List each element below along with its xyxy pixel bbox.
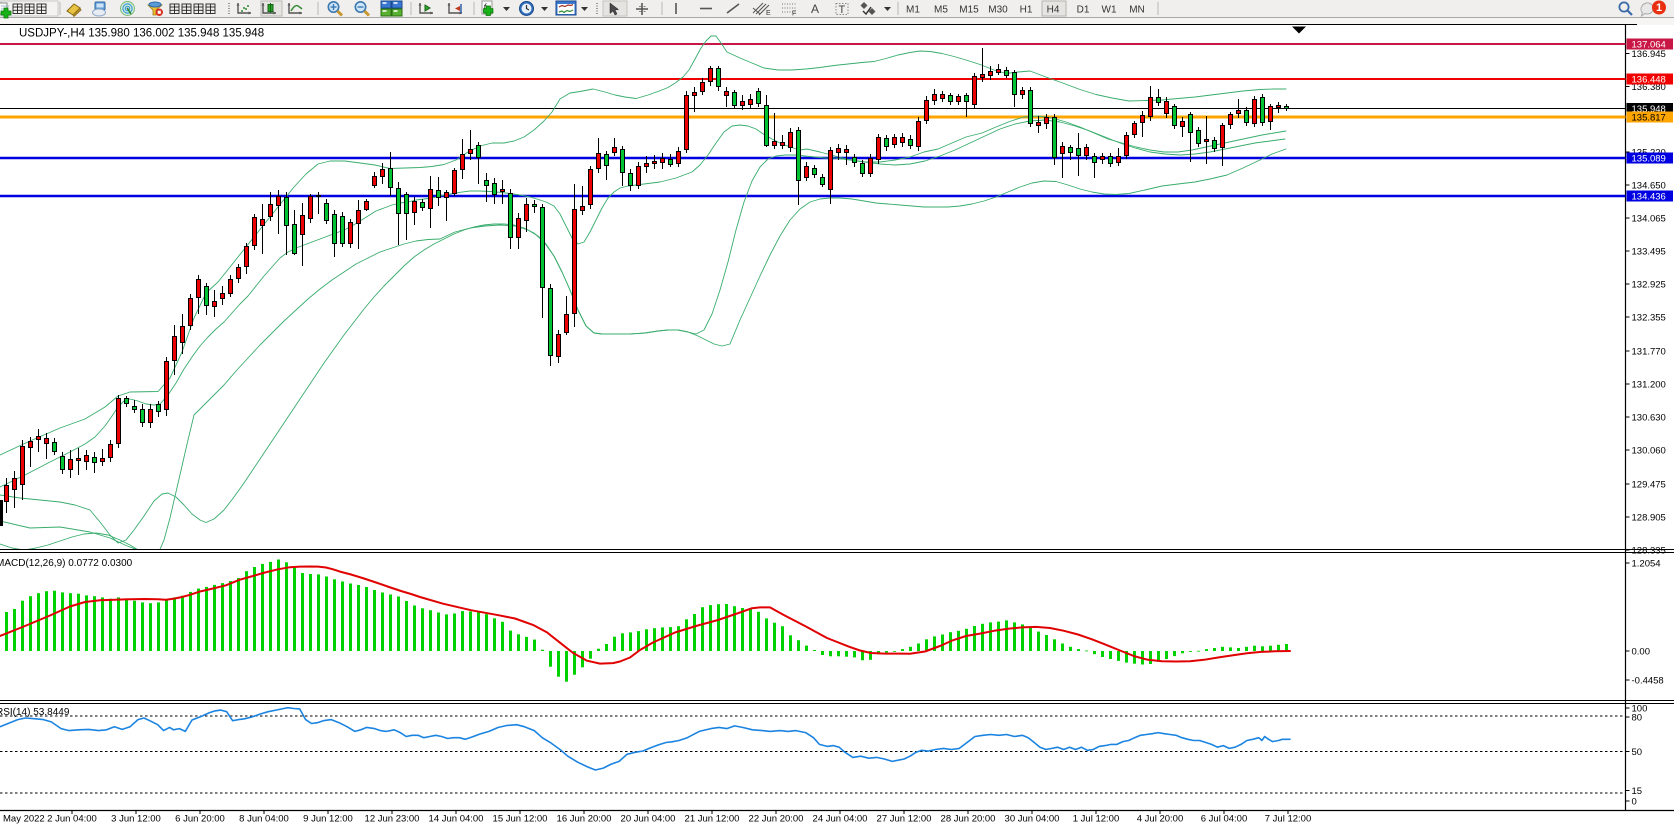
svg-text:131.200: 131.200 xyxy=(1632,380,1666,391)
svg-text:136.945: 136.945 xyxy=(1632,49,1666,60)
svg-text:6 Jul 04:00: 6 Jul 04:00 xyxy=(1201,814,1247,825)
svg-text:M5: M5 xyxy=(934,5,948,16)
svg-text:132.355: 132.355 xyxy=(1632,313,1666,324)
svg-text:May 2022: May 2022 xyxy=(3,814,45,825)
svg-text:f: f xyxy=(484,2,488,12)
svg-text:50: 50 xyxy=(1632,747,1643,758)
svg-text:135.817: 135.817 xyxy=(1632,113,1666,124)
svg-text:14 Jun 04:00: 14 Jun 04:00 xyxy=(429,814,484,825)
svg-text:130.060: 130.060 xyxy=(1632,446,1666,457)
svg-text:134.065: 134.065 xyxy=(1632,214,1666,225)
svg-text:H4: H4 xyxy=(1047,5,1060,16)
svg-text:0.00: 0.00 xyxy=(1632,647,1651,658)
svg-text:F: F xyxy=(792,11,796,18)
svg-text:132.925: 132.925 xyxy=(1632,280,1666,291)
svg-text:136.380: 136.380 xyxy=(1632,82,1666,93)
svg-text:H1: H1 xyxy=(1020,5,1033,16)
svg-text:12 Jun 23:00: 12 Jun 23:00 xyxy=(365,814,420,825)
svg-text:T: T xyxy=(839,4,846,16)
svg-text:135.089: 135.089 xyxy=(1632,154,1666,165)
svg-text:22 Jun 20:00: 22 Jun 20:00 xyxy=(749,814,804,825)
svg-text:MACD(12,26,9) 0.0772 0.0300: MACD(12,26,9) 0.0772 0.0300 xyxy=(0,558,133,569)
svg-text:M30: M30 xyxy=(988,5,1008,16)
svg-text:4 Jul 20:00: 4 Jul 20:00 xyxy=(1137,814,1183,825)
svg-text:7 Jul 12:00: 7 Jul 12:00 xyxy=(1265,814,1311,825)
svg-text:USDJPY-,H4 135.980 136.002 13: USDJPY-,H4 135.980 136.002 135.948 135.9… xyxy=(19,28,264,40)
svg-text:131.770: 131.770 xyxy=(1632,347,1666,358)
svg-text:21 Jun 12:00: 21 Jun 12:00 xyxy=(685,814,740,825)
svg-text:15: 15 xyxy=(1632,786,1643,797)
svg-text:133.495: 133.495 xyxy=(1632,247,1666,258)
svg-text:-0.4458: -0.4458 xyxy=(1632,676,1664,687)
svg-text:MN: MN xyxy=(1129,5,1145,16)
svg-text:136.448: 136.448 xyxy=(1632,75,1666,86)
svg-text:1 Jul 12:00: 1 Jul 12:00 xyxy=(1073,814,1119,825)
svg-text:15 Jun 12:00: 15 Jun 12:00 xyxy=(493,814,548,825)
svg-text:128.335: 128.335 xyxy=(1632,546,1666,557)
svg-text:135.948: 135.948 xyxy=(1632,104,1666,115)
svg-text:E: E xyxy=(766,10,771,17)
svg-text:129.475: 129.475 xyxy=(1632,480,1666,491)
svg-text:A: A xyxy=(811,2,819,16)
svg-text:6 Jun 20:00: 6 Jun 20:00 xyxy=(175,814,225,825)
svg-text:RSI(14) 53.8449: RSI(14) 53.8449 xyxy=(0,707,70,718)
svg-text:D1: D1 xyxy=(1077,5,1090,16)
svg-text:W1: W1 xyxy=(1102,5,1117,16)
svg-text:27 Jun 12:00: 27 Jun 12:00 xyxy=(877,814,932,825)
svg-text:137.064: 137.064 xyxy=(1632,40,1666,51)
svg-text:0: 0 xyxy=(1632,797,1637,808)
svg-text:M1: M1 xyxy=(906,5,920,16)
svg-text:20 Jun 04:00: 20 Jun 04:00 xyxy=(621,814,676,825)
svg-text:128.905: 128.905 xyxy=(1632,513,1666,524)
svg-text:100: 100 xyxy=(1632,704,1648,715)
svg-text:30 Jun 04:00: 30 Jun 04:00 xyxy=(1005,814,1060,825)
svg-text:3 Jun 12:00: 3 Jun 12:00 xyxy=(111,814,161,825)
svg-text:28 Jun 20:00: 28 Jun 20:00 xyxy=(941,814,996,825)
svg-text:2 Jun 04:00: 2 Jun 04:00 xyxy=(47,814,97,825)
svg-text:1.2054: 1.2054 xyxy=(1632,559,1661,570)
svg-text:16 Jun 20:00: 16 Jun 20:00 xyxy=(557,814,612,825)
svg-text:M15: M15 xyxy=(959,5,979,16)
svg-text:9 Jun 12:00: 9 Jun 12:00 xyxy=(303,814,353,825)
svg-text:8 Jun 04:00: 8 Jun 04:00 xyxy=(239,814,289,825)
svg-text:134.436: 134.436 xyxy=(1632,192,1666,203)
svg-text:130.630: 130.630 xyxy=(1632,413,1666,424)
svg-text:24 Jun 04:00: 24 Jun 04:00 xyxy=(813,814,868,825)
svg-text:134.650: 134.650 xyxy=(1632,181,1666,192)
svg-text:80: 80 xyxy=(1632,713,1643,724)
svg-text:1: 1 xyxy=(1656,2,1662,14)
